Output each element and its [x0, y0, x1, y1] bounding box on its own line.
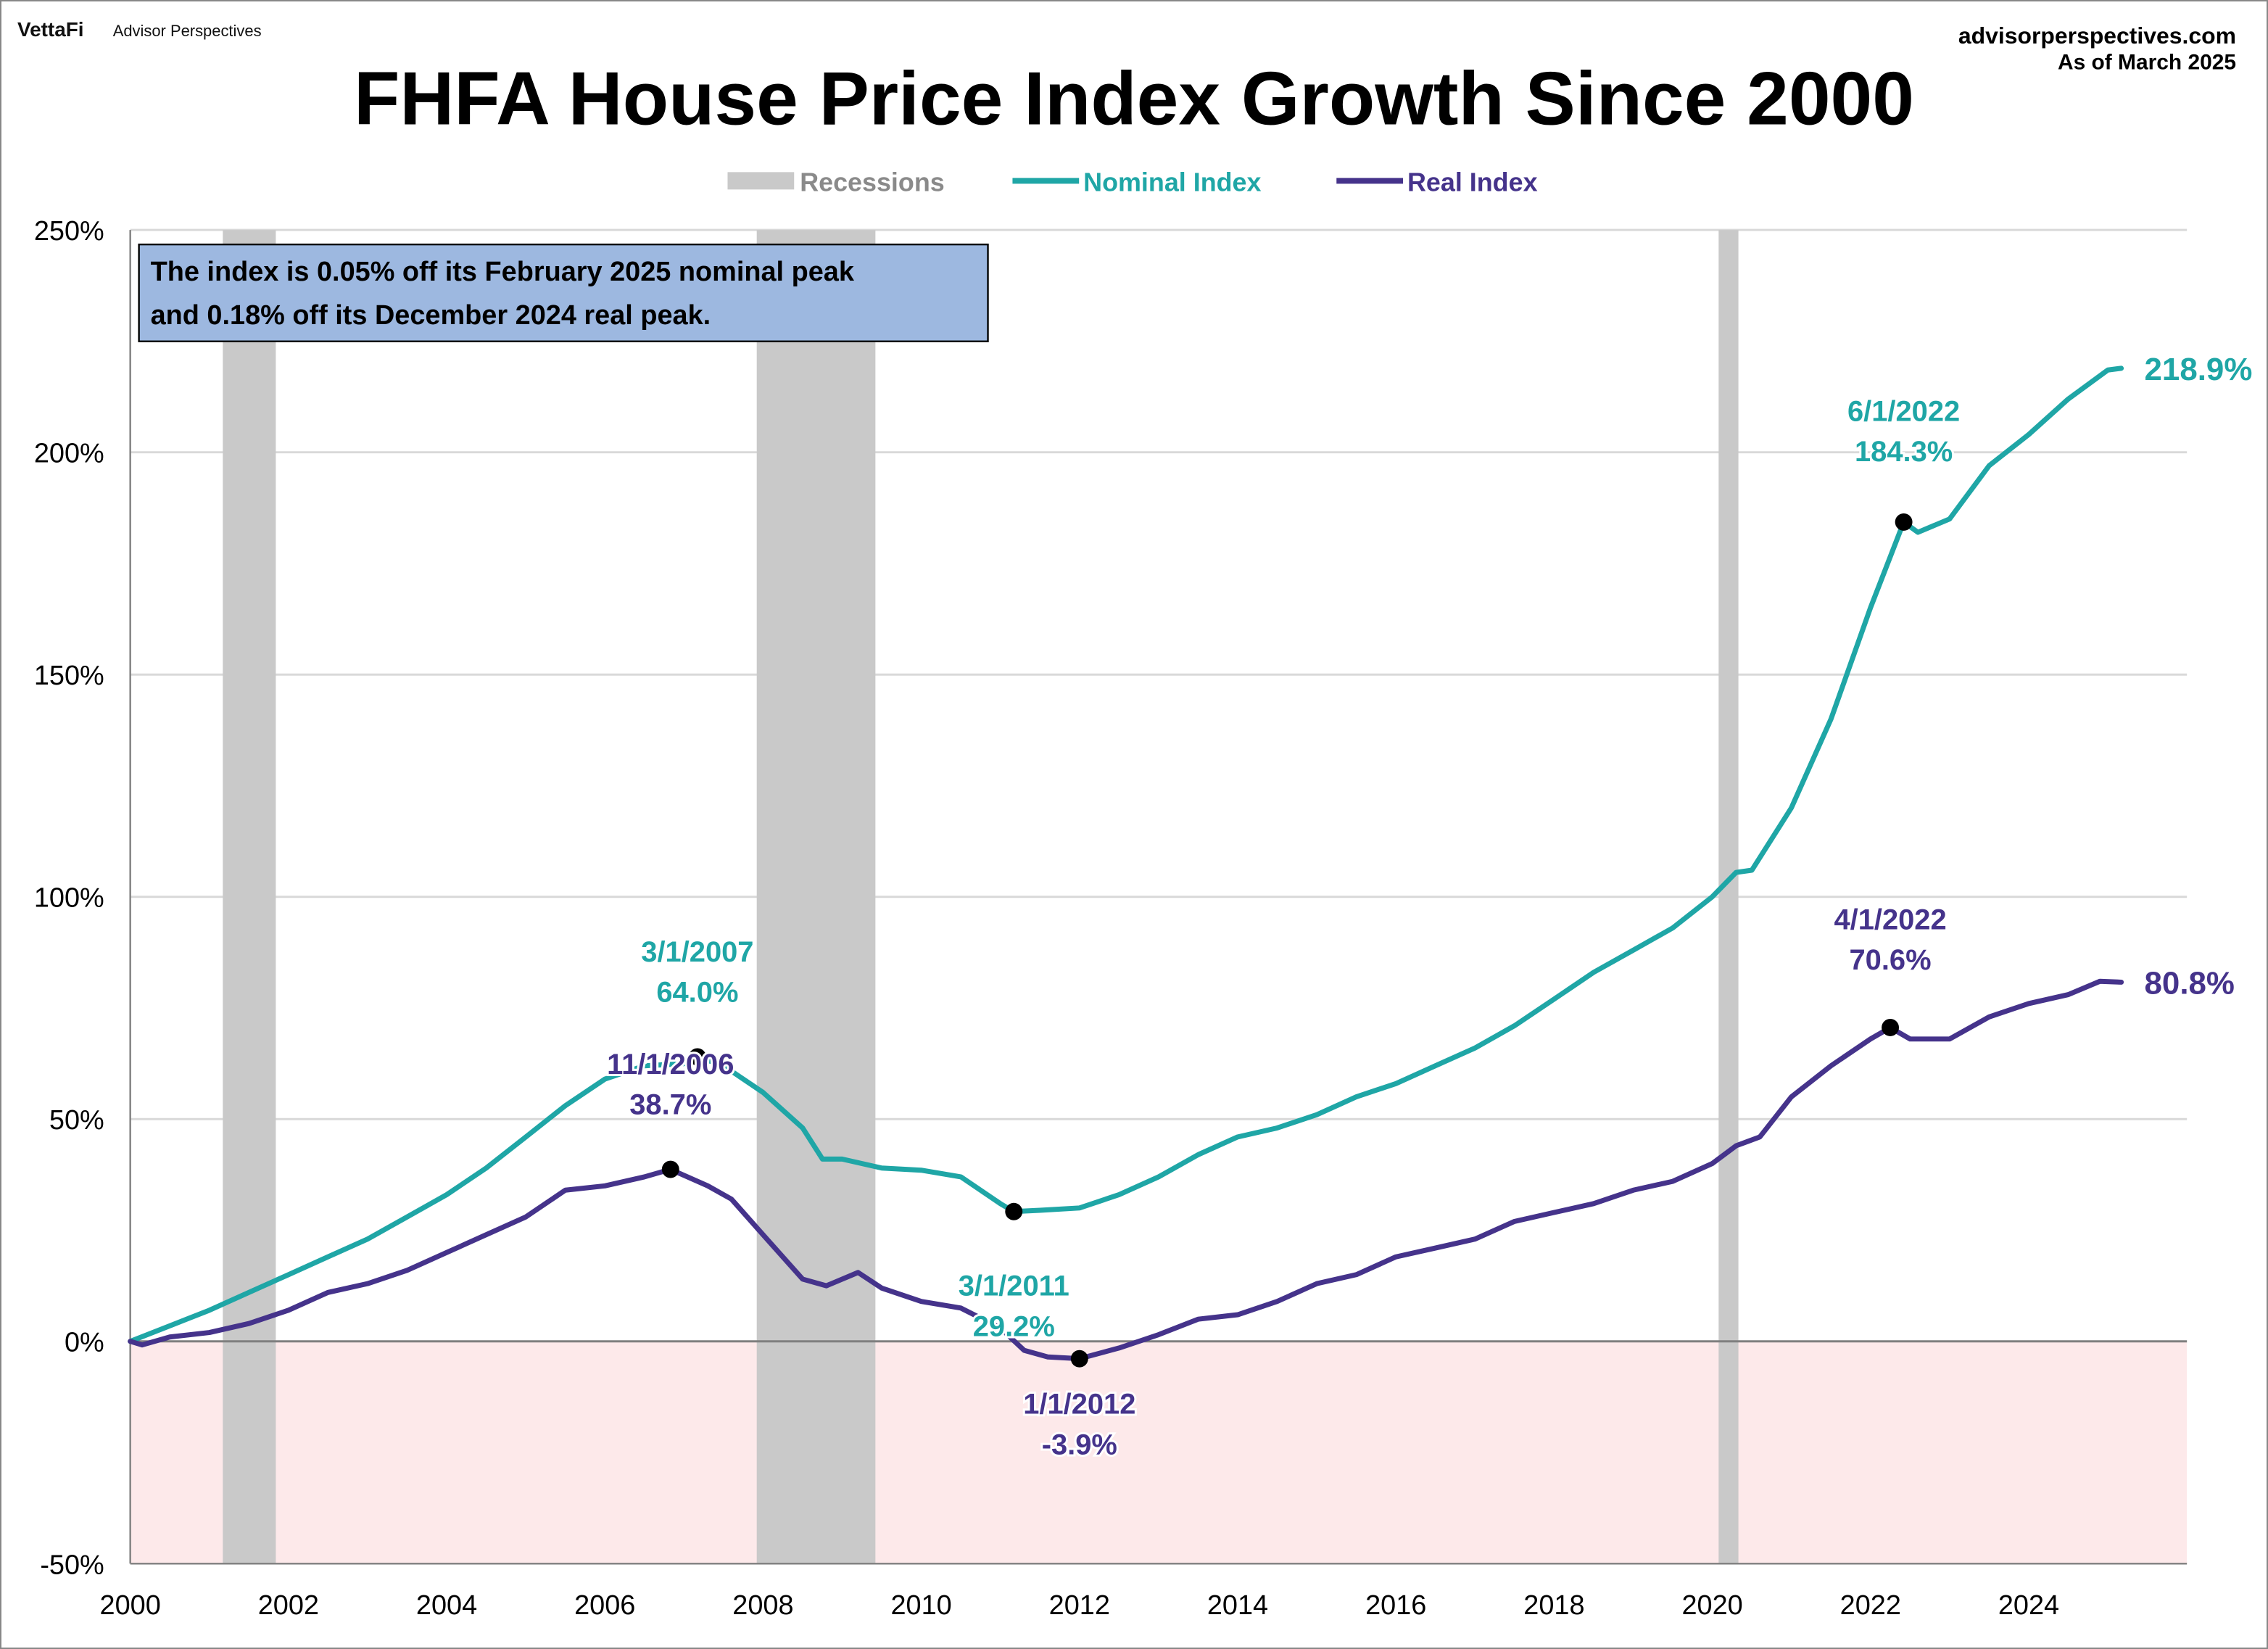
annotation-value: 70.6% [1850, 944, 1932, 976]
legend-recessions-swatch [727, 172, 795, 190]
annotation-marker [1070, 1350, 1088, 1368]
source-site: advisorperspectives.com [1958, 22, 2236, 49]
plot-area: -50% 0% 50% 100% 150% 200% 250% 2000 2002 2004 200… [34, 216, 2252, 1621]
annotation-marker [1005, 1202, 1023, 1220]
x-tick-label: 2014 [1207, 1590, 1268, 1621]
annotation-date: 3/1/2007 [641, 936, 753, 968]
as-of-date: As of March 2025 [2058, 51, 2236, 75]
x-tick-label: 2016 [1365, 1590, 1426, 1621]
annotation-value: 64.0% [656, 977, 738, 1009]
annotation-date: 6/1/2022 [1847, 395, 1960, 427]
x-tick-label: 2006 [574, 1590, 635, 1621]
legend-recessions: Recessions [800, 168, 945, 197]
note-line-2: and 0.18% off its December 2024 real pea… [151, 300, 711, 331]
real-index-line [128, 978, 2124, 1362]
note-box: The index is 0.05% off its February 2025… [138, 243, 989, 342]
annotation-date: 11/1/2006 [607, 1049, 734, 1080]
annotation-value: -3.9% [1042, 1429, 1117, 1460]
x-tick-label: 2010 [890, 1590, 951, 1621]
recession-band [756, 230, 876, 1564]
x-tick-label: 2002 [258, 1590, 319, 1621]
annotation-value: 184.3% [1855, 436, 1953, 468]
x-tick-label: 2018 [1523, 1590, 1584, 1621]
y-tick-label: 100% [34, 883, 104, 914]
x-tick-label: 2008 [732, 1590, 793, 1621]
logo-text: VettaFi [17, 18, 84, 41]
recession-band [1718, 230, 1739, 1564]
annotation-date: 4/1/2022 [1834, 904, 1946, 935]
y-tick-label: 200% [34, 439, 104, 469]
y-tick-label: -50% [40, 1550, 104, 1580]
note-box-background [138, 243, 989, 342]
nominal-index-line [128, 365, 2124, 1344]
x-tick-label: 2022 [1840, 1590, 1901, 1621]
legend-nominal: Nominal Index [1083, 168, 1261, 197]
recession-band [223, 230, 276, 1564]
annotation-marker [1882, 1019, 1900, 1036]
legend: Recessions Nominal Index Real Index [727, 168, 1538, 197]
y-tick-label: 250% [34, 216, 104, 247]
annotation-marker [688, 1048, 706, 1066]
x-tick-label: 2004 [416, 1590, 477, 1621]
x-tick-label: 2012 [1049, 1590, 1110, 1621]
x-tick-label: 2020 [1681, 1590, 1742, 1621]
x-tick-label: 2000 [100, 1590, 161, 1621]
y-tick-label: 0% [65, 1328, 104, 1358]
y-tick-label: 50% [49, 1105, 104, 1136]
annotation-date: 1/1/2012 [1023, 1388, 1135, 1420]
vettafi-logo: VettaFi [17, 18, 84, 41]
y-tick-label: 150% [34, 661, 104, 691]
end-label: 80.8% [2145, 965, 2235, 1001]
x-tick-label: 2024 [1998, 1590, 2059, 1621]
annotation-value: 38.7% [629, 1089, 711, 1121]
annotation-marker [1895, 513, 1913, 531]
annotation-value: 29.2% [973, 1310, 1055, 1342]
brand-name: Advisor Perspectives [113, 22, 262, 40]
negative-zone [130, 1341, 2188, 1564]
legend-real: Real Index [1407, 168, 1538, 197]
chart-title: FHFA House Price Index Growth Since 2000 [354, 57, 1914, 141]
annotation-date: 3/1/2011 [959, 1270, 1069, 1302]
end-label: 218.9% [2145, 352, 2253, 387]
note-line-1: The index is 0.05% off its February 2025… [151, 257, 855, 287]
annotation-marker [661, 1160, 679, 1178]
